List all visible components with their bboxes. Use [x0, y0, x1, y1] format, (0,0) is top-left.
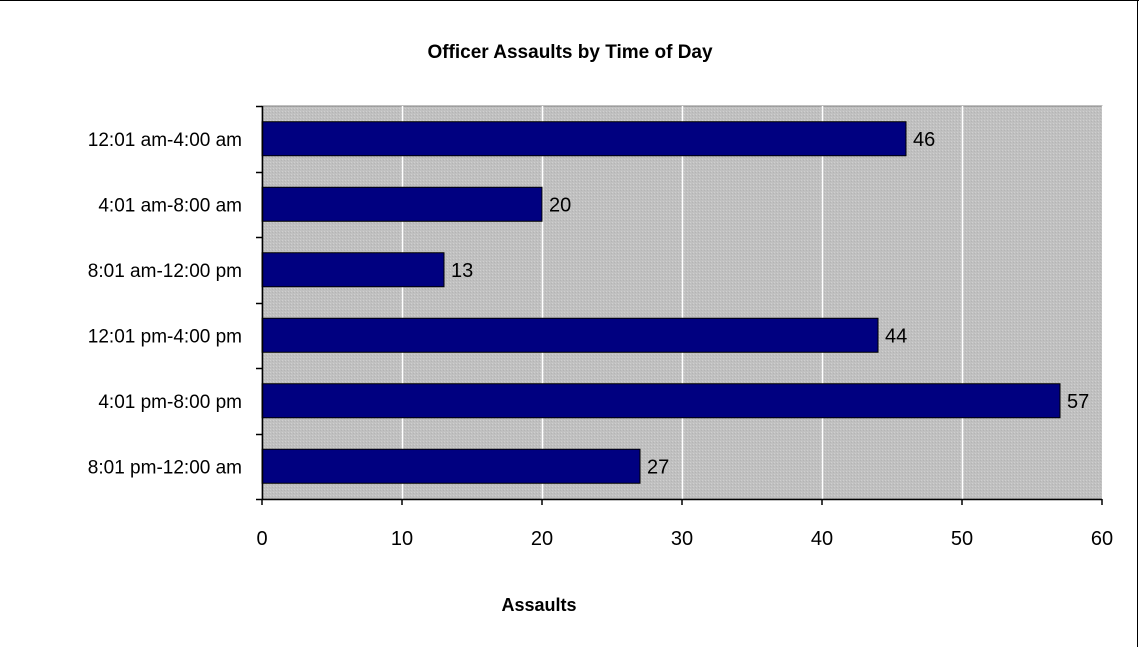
- category-label-2: 8:01 am-12:00 pm: [88, 261, 242, 282]
- bar-3: [261, 317, 879, 353]
- gridlines: [401, 106, 1104, 499]
- category-label-4: 4:01 pm-8:00 pm: [98, 392, 242, 413]
- x-axis-title: Assaults: [501, 595, 576, 615]
- x-tick-label-60: 60: [1091, 528, 1113, 550]
- category-label-0: 12:01 am-4:00 am: [88, 130, 242, 151]
- bar-0: [261, 121, 907, 157]
- bar-4: [261, 383, 1061, 419]
- data-label-2: 13: [451, 260, 473, 282]
- data-labels: 46 20 13 44 57 27: [451, 129, 1089, 479]
- x-tick-label-50: 50: [951, 528, 973, 550]
- data-label-5: 27: [647, 456, 669, 478]
- x-tick-label-10: 10: [391, 528, 413, 550]
- category-labels: 12:01 am-4:00 am 4:01 am-8:00 am 8:01 am-1…: [88, 130, 242, 479]
- bars: [261, 121, 1061, 484]
- data-label-0: 46: [913, 129, 935, 151]
- x-tick-label-0: 0: [256, 528, 267, 550]
- category-label-3: 12:01 pm-4:00 pm: [88, 326, 242, 347]
- category-label-1: 4:01 am-8:00 am: [98, 195, 242, 216]
- data-label-3: 44: [885, 325, 907, 347]
- chart-title: Officer Assaults by Time of Day: [427, 42, 713, 63]
- axes: [256, 105, 1103, 505]
- x-tick-label-30: 30: [671, 528, 693, 550]
- data-label-1: 20: [549, 194, 571, 216]
- category-label-5: 8:01 pm-12:00 am: [88, 457, 242, 478]
- bar-5: [261, 448, 641, 484]
- x-tick-labels: 0 10 20 30 40 50 60: [256, 528, 1113, 550]
- x-tick-label-20: 20: [531, 528, 553, 550]
- x-tick-label-40: 40: [811, 528, 833, 550]
- bar-1: [261, 186, 543, 222]
- data-label-4: 57: [1067, 391, 1089, 413]
- bar-2: [261, 252, 445, 288]
